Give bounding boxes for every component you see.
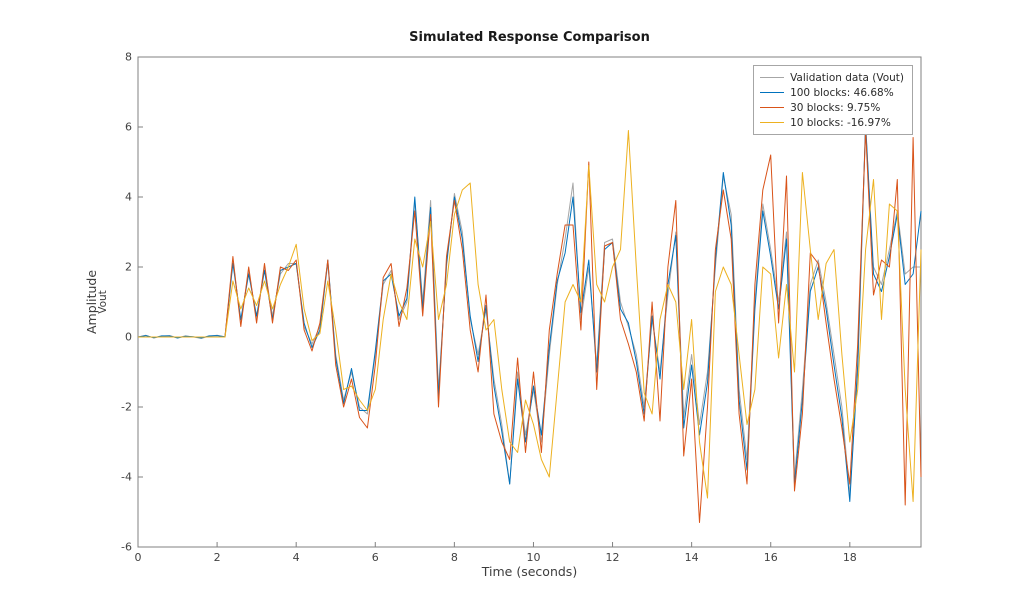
y-axis-label: Amplitude Vout [84, 270, 109, 334]
legend-label: 10 blocks: -16.97% [790, 116, 891, 129]
y-tick-label: 4 [125, 191, 132, 204]
legend-label: Validation data (Vout) [790, 71, 904, 84]
legend-item: 30 blocks: 9.75% [760, 100, 904, 115]
y-tick-label: 0 [125, 331, 132, 344]
y-tick-label: 6 [125, 121, 132, 134]
x-tick-label: 0 [135, 551, 142, 564]
legend: Validation data (Vout) 100 blocks: 46.68%… [753, 65, 913, 135]
y-tick-label: -4 [121, 471, 132, 484]
y-axis-label-line2: Vout [97, 290, 109, 314]
legend-label: 30 blocks: 9.75% [790, 101, 881, 114]
y-tick-label: -6 [121, 541, 132, 554]
legend-line-sample [760, 92, 785, 93]
x-tick-label: 10 [526, 551, 540, 564]
x-tick-label: 4 [293, 551, 300, 564]
x-tick-label: 16 [764, 551, 778, 564]
x-tick-label: 2 [214, 551, 221, 564]
y-tick-label: 8 [125, 51, 132, 64]
x-tick-label: 18 [843, 551, 857, 564]
legend-item: 100 blocks: 46.68% [760, 85, 904, 100]
x-tick-label: 14 [685, 551, 699, 564]
axes-box [137, 56, 922, 548]
y-tick-label: -2 [121, 401, 132, 414]
x-tick-label: 6 [372, 551, 379, 564]
series-line-2 [138, 130, 922, 523]
legend-line-sample [760, 107, 785, 108]
legend-item: 10 blocks: -16.97% [760, 115, 904, 130]
legend-line-sample [760, 77, 785, 78]
x-tick-label: 12 [606, 551, 620, 564]
series-line-3 [138, 130, 922, 502]
x-axis-label: Time (seconds) [481, 564, 578, 579]
legend-item: Validation data (Vout) [760, 70, 904, 85]
legend-line-sample [760, 122, 785, 123]
y-tick-label: 2 [125, 261, 132, 274]
x-tick-label: 8 [451, 551, 458, 564]
legend-label: 100 blocks: 46.68% [790, 86, 894, 99]
chart-title: Simulated Response Comparison [409, 30, 650, 45]
